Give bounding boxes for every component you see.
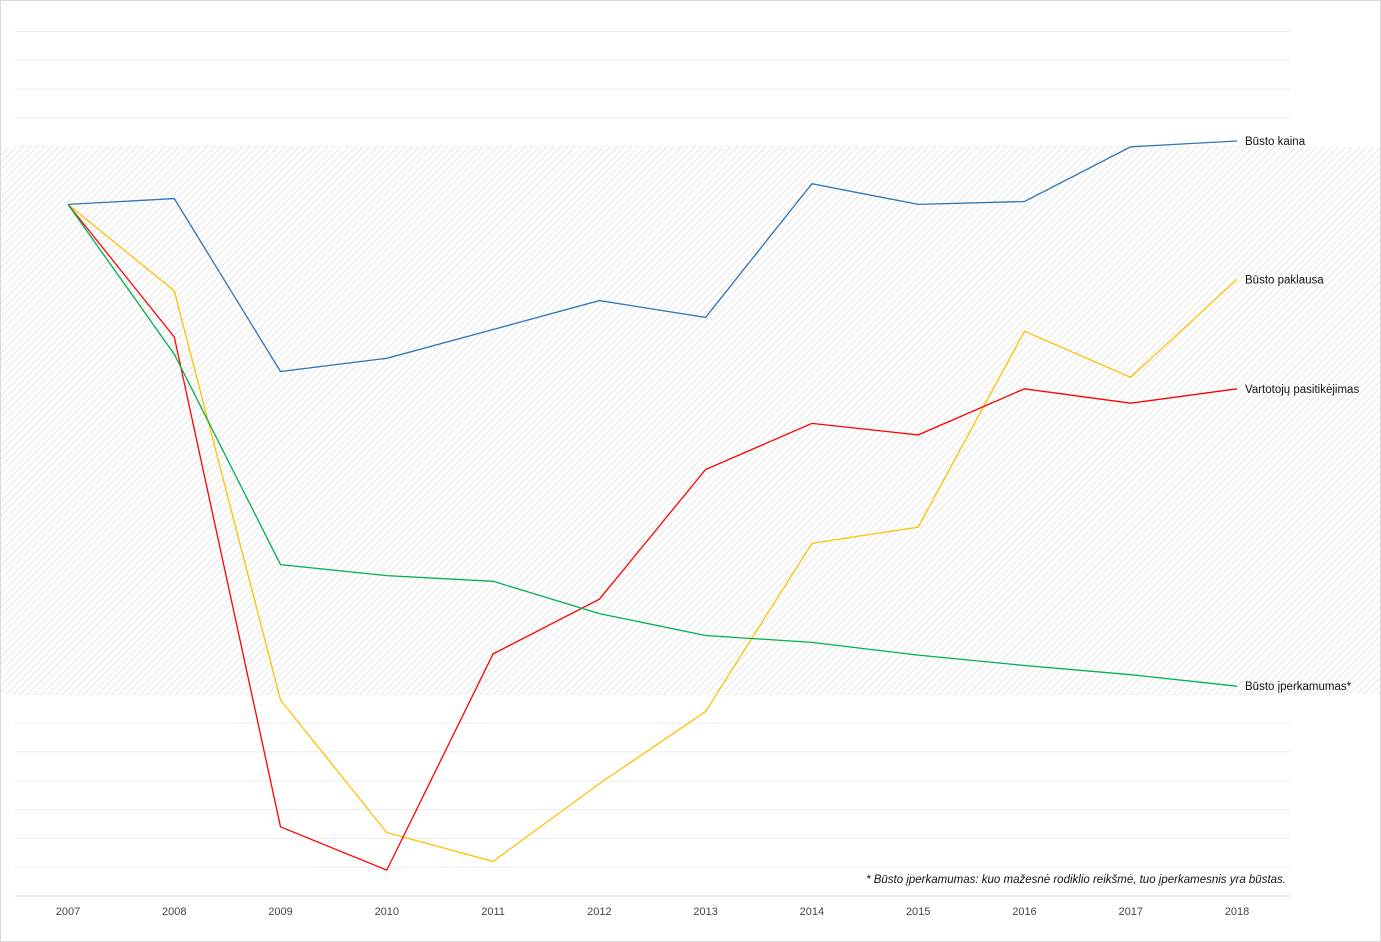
series-labels: Būsto kaina Būsto paklausa Vartotojų pasit… [1245,136,1359,693]
x-tick-label: 2014 [800,906,824,918]
footnote: * Būsto įperkamumas: kuo mažesnė rodikli… [866,874,1286,886]
x-tick-label: 2013 [693,906,717,918]
series-lines [67,140,1238,871]
series-line-busto-iperkamumas [67,204,1238,687]
x-tick-label: 2011 [481,906,505,918]
x-tick-label: 2010 [375,906,399,918]
series-line-busto-paklausa [67,203,1238,863]
series-label-vartotoju-pasitikejimas: Vartotojų pasitikėjimas [1245,384,1359,396]
x-tick-label: 2016 [1012,906,1036,918]
shaded-band [1,146,1380,695]
x-tick-label: 2017 [1118,906,1142,918]
series-line-vartotoju-pasitikejimas [67,203,1238,871]
hatched-band [1,146,1380,695]
x-tick-label: 2008 [162,906,186,918]
x-tick-label: 2009 [268,906,292,918]
x-tick-label: 2007 [56,906,80,918]
series-label-busto-paklausa: Būsto paklausa [1245,274,1324,286]
series-line-busto-kaina [67,140,1238,373]
x-tick-label: 2012 [587,906,611,918]
x-axis: 2007 2008 2009 2010 2011 2012 2013 2014 2015 2016… [15,895,1290,918]
x-tick-label: 2015 [906,906,930,918]
x-tick-label: 2018 [1225,906,1249,918]
series-label-busto-iperkamumas: Būsto įperkamumas* [1245,681,1352,693]
series-label-busto-kaina: Būsto kaina [1245,136,1306,148]
